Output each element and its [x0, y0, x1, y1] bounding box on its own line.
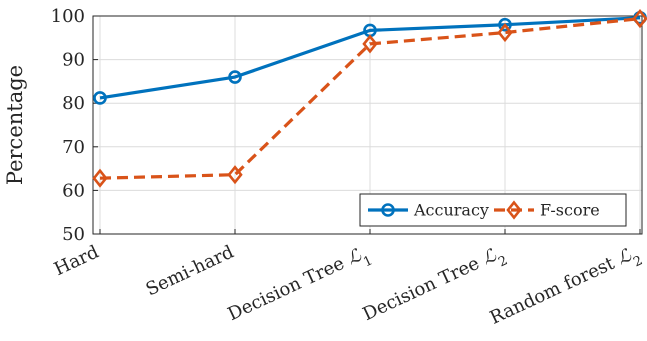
- y-tick-label: 60: [62, 180, 85, 201]
- data-point: [93, 91, 107, 105]
- x-tick-label-subscript: 1: [361, 253, 375, 270]
- legend-swatch-marker: [506, 200, 522, 220]
- x-tick-label: Decision Tree ℒ2: [360, 241, 510, 331]
- legend-label: F-score: [540, 201, 600, 220]
- y-tick-label: 80: [62, 93, 85, 114]
- series-f-score: [92, 9, 647, 188]
- y-tick-label: 70: [62, 137, 85, 158]
- x-tick-label: Semi-hard: [143, 241, 237, 300]
- y-axis-label: Percentage: [3, 65, 27, 185]
- data-point: [227, 165, 243, 185]
- y-tick-label: 50: [62, 224, 85, 245]
- data-point: [362, 34, 378, 54]
- data-point: [632, 9, 647, 29]
- plot-frame: [92, 15, 643, 235]
- x-tick-label-subscript: 2: [496, 253, 510, 270]
- data-point: [497, 22, 513, 43]
- legend: Accuracy F-score: [359, 193, 627, 227]
- series-line: [99, 17, 641, 180]
- y-tick-label: 100: [51, 6, 85, 27]
- series-layer: [92, 9, 647, 188]
- x-tick-label: Hard: [51, 241, 102, 280]
- x-tick-label: Decision Tree ℒ1: [225, 241, 375, 331]
- y-tick-label: 90: [62, 50, 85, 71]
- data-point: [498, 17, 512, 32]
- y-axis-ticks: 50 60 70 80 90 100: [51, 6, 98, 245]
- x-tick-label-subscript: 2: [631, 253, 645, 270]
- legend-label: Accuracy: [413, 201, 489, 220]
- data-point: [92, 168, 108, 188]
- x-tick-label: Random forest ℒ2: [487, 241, 645, 334]
- legend-swatch-marker: [381, 203, 395, 217]
- series-line: [99, 16, 641, 100]
- data-point: [228, 70, 242, 84]
